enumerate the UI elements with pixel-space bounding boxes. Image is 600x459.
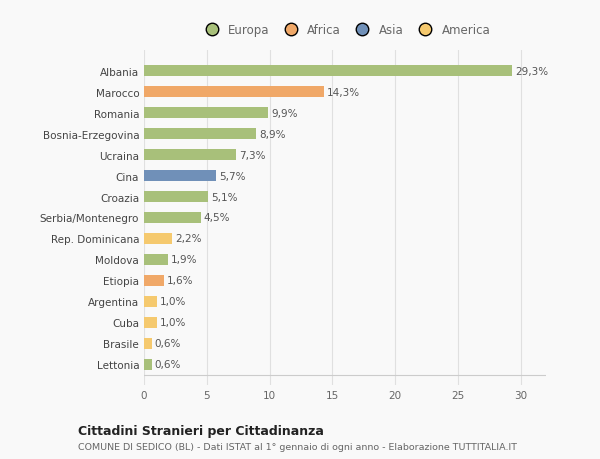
Text: 5,1%: 5,1%: [211, 192, 238, 202]
Text: 29,3%: 29,3%: [515, 67, 548, 77]
Text: 14,3%: 14,3%: [327, 87, 360, 97]
Bar: [144, 129, 256, 140]
Text: 2,2%: 2,2%: [175, 234, 201, 244]
Bar: [144, 317, 157, 329]
Text: 0,6%: 0,6%: [155, 359, 181, 369]
Bar: [144, 191, 208, 203]
Text: 0,6%: 0,6%: [155, 339, 181, 349]
Bar: [144, 338, 152, 349]
Text: COMUNE DI SEDICO (BL) - Dati ISTAT al 1° gennaio di ogni anno - Elaborazione TUT: COMUNE DI SEDICO (BL) - Dati ISTAT al 1°…: [78, 442, 517, 451]
Bar: [144, 87, 323, 98]
Bar: [144, 254, 168, 266]
Bar: [144, 212, 200, 224]
Text: 5,7%: 5,7%: [219, 171, 245, 181]
Text: 1,0%: 1,0%: [160, 318, 186, 328]
Text: 1,0%: 1,0%: [160, 297, 186, 307]
Bar: [144, 107, 268, 119]
Text: 8,9%: 8,9%: [259, 129, 286, 139]
Bar: [144, 170, 215, 182]
Bar: [144, 359, 152, 370]
Text: 1,9%: 1,9%: [171, 255, 197, 265]
Bar: [144, 296, 157, 308]
Bar: [144, 275, 164, 286]
Text: 4,5%: 4,5%: [203, 213, 230, 223]
Text: 1,6%: 1,6%: [167, 276, 194, 286]
Text: Cittadini Stranieri per Cittadinanza: Cittadini Stranieri per Cittadinanza: [78, 424, 324, 437]
Bar: [144, 150, 236, 161]
Bar: [144, 233, 172, 245]
Bar: [144, 66, 512, 77]
Text: 9,9%: 9,9%: [272, 108, 298, 118]
Legend: Europa, Africa, Asia, America: Europa, Africa, Asia, America: [195, 20, 495, 42]
Text: 7,3%: 7,3%: [239, 150, 265, 160]
